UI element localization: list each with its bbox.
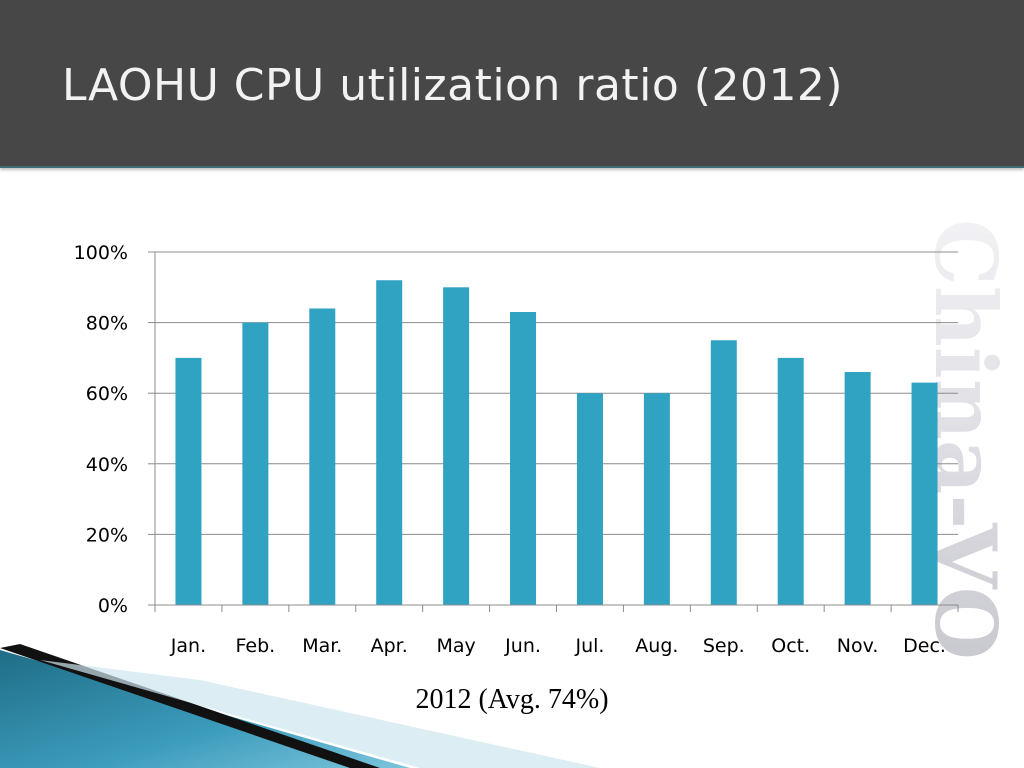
y-tick-label: 100% xyxy=(74,242,128,264)
x-tick-label: Nov. xyxy=(837,635,879,657)
bar-aug xyxy=(643,393,670,605)
x-tick-label: Sep. xyxy=(703,635,745,657)
x-tick-label: Jan. xyxy=(170,635,206,657)
x-tick-label: May xyxy=(436,635,475,657)
y-tick-label: 20% xyxy=(86,524,128,546)
x-tick-label: Dec. xyxy=(903,635,946,657)
decorative-swoosh xyxy=(0,644,600,768)
y-tick-label: 60% xyxy=(86,383,128,405)
x-tick-label: Jun. xyxy=(504,635,541,657)
bar-apr xyxy=(376,280,403,605)
bar-nov xyxy=(844,372,871,605)
x-tick-label: Jul. xyxy=(574,635,604,657)
bar-oct xyxy=(777,357,804,605)
bar-dec xyxy=(911,382,938,605)
bar-mar xyxy=(309,308,336,605)
x-tick-label: Feb. xyxy=(236,635,276,657)
x-axis-label: 2012 (Avg. 74%) xyxy=(415,684,609,715)
slide-title: LAOHU CPU utilization ratio (2012) xyxy=(62,60,844,111)
bar-jul xyxy=(576,393,603,605)
x-tick-label: Aug. xyxy=(635,635,678,657)
bar-jan xyxy=(175,357,202,605)
x-tick-label: Mar. xyxy=(302,635,342,657)
y-tick-label: 40% xyxy=(86,454,128,476)
x-tick-label: Oct. xyxy=(771,635,810,657)
bar-chart: 0% 20% 40% 60% 80% 100% Jan. Feb. Mar. Apr. May Jun… xyxy=(74,242,959,657)
bar-sep xyxy=(710,340,737,605)
title-bar: LAOHU CPU utilization ratio (2012) xyxy=(0,0,1024,168)
y-tick-label: 80% xyxy=(86,313,128,335)
x-tick-label: Apr. xyxy=(371,635,408,657)
bar-may xyxy=(443,287,470,605)
bar-feb xyxy=(242,322,269,605)
y-tick-label: 0% xyxy=(98,595,128,617)
bar-jun xyxy=(510,312,537,605)
